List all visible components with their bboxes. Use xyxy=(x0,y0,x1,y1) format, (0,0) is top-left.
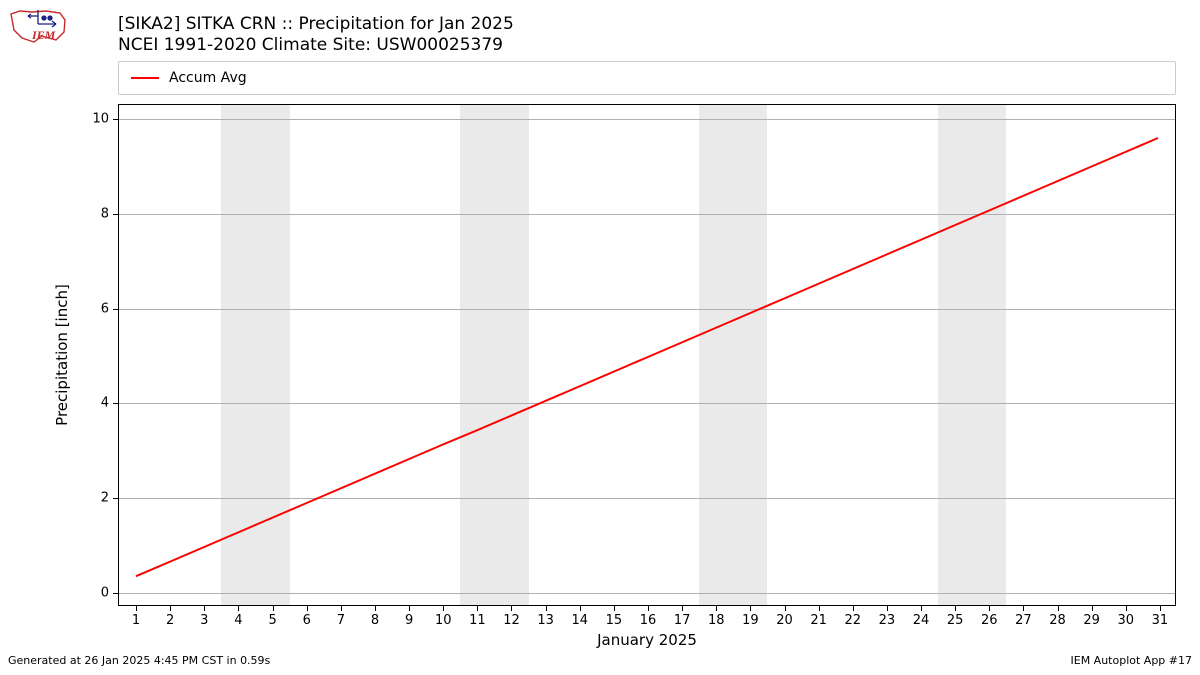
x-tick xyxy=(1023,605,1024,611)
x-tick-label: 23 xyxy=(879,613,896,628)
x-tick-label: 10 xyxy=(435,613,452,628)
x-tick-label: 20 xyxy=(776,613,793,628)
x-tick xyxy=(546,605,547,611)
x-tick-label: 6 xyxy=(303,613,311,628)
title-line1: [SIKA2] SITKA CRN :: Precipitation for J… xyxy=(118,14,514,35)
x-tick-label: 24 xyxy=(913,613,930,628)
x-tick xyxy=(853,605,854,611)
x-tick-label: 16 xyxy=(640,613,657,628)
x-tick xyxy=(887,605,888,611)
x-tick xyxy=(1058,605,1059,611)
x-tick xyxy=(273,605,274,611)
y-axis-label: Precipitation [inch] xyxy=(53,284,71,426)
x-tick-label: 11 xyxy=(469,613,486,628)
x-tick-label: 15 xyxy=(606,613,623,628)
x-tick xyxy=(614,605,615,611)
footer-generated: Generated at 26 Jan 2025 4:45 PM CST in … xyxy=(8,654,270,667)
x-tick-label: 19 xyxy=(742,613,759,628)
x-tick xyxy=(682,605,683,611)
x-tick xyxy=(648,605,649,611)
footer-app: IEM Autoplot App #17 xyxy=(1071,654,1193,667)
y-tick-label: 4 xyxy=(101,396,109,411)
legend-label: Accum Avg xyxy=(169,70,247,86)
x-tick xyxy=(989,605,990,611)
x-tick xyxy=(409,605,410,611)
x-tick xyxy=(921,605,922,611)
x-tick xyxy=(511,605,512,611)
svg-text:IEM: IEM xyxy=(31,28,56,42)
x-tick-label: 28 xyxy=(1049,613,1066,628)
y-tick-label: 8 xyxy=(101,206,109,221)
x-tick-label: 2 xyxy=(166,613,174,628)
title-line2: NCEI 1991-2020 Climate Site: USW00025379 xyxy=(118,35,514,56)
x-tick xyxy=(750,605,751,611)
x-tick-label: 27 xyxy=(1015,613,1032,628)
x-tick xyxy=(955,605,956,611)
x-tick-label: 1 xyxy=(132,613,140,628)
x-tick xyxy=(1160,605,1161,611)
x-tick-label: 12 xyxy=(503,613,520,628)
x-tick xyxy=(1092,605,1093,611)
y-tick-label: 2 xyxy=(101,491,109,506)
x-tick xyxy=(477,605,478,611)
x-tick-label: 17 xyxy=(674,613,691,628)
x-tick-label: 31 xyxy=(1152,613,1169,628)
y-tick-label: 6 xyxy=(101,301,109,316)
x-tick xyxy=(716,605,717,611)
x-tick-label: 22 xyxy=(844,613,861,628)
x-tick xyxy=(136,605,137,611)
x-tick-label: 30 xyxy=(1118,613,1135,628)
x-tick-label: 26 xyxy=(981,613,998,628)
x-tick-label: 9 xyxy=(405,613,413,628)
accum-avg-line xyxy=(136,138,1158,576)
x-tick-label: 25 xyxy=(947,613,964,628)
x-tick xyxy=(580,605,581,611)
x-tick-label: 18 xyxy=(708,613,725,628)
series-layer xyxy=(119,105,1175,605)
x-tick-label: 13 xyxy=(537,613,554,628)
x-tick xyxy=(443,605,444,611)
x-tick-label: 4 xyxy=(234,613,242,628)
x-tick xyxy=(170,605,171,611)
x-tick xyxy=(204,605,205,611)
x-tick-label: 7 xyxy=(337,613,345,628)
x-tick-label: 3 xyxy=(200,613,208,628)
y-tick-label: 10 xyxy=(92,112,109,127)
x-tick xyxy=(785,605,786,611)
x-tick xyxy=(375,605,376,611)
x-tick-label: 8 xyxy=(371,613,379,628)
x-tick xyxy=(819,605,820,611)
x-tick-label: 5 xyxy=(268,613,276,628)
y-tick-label: 0 xyxy=(101,585,109,600)
x-tick-label: 29 xyxy=(1083,613,1100,628)
x-tick-label: 21 xyxy=(810,613,827,628)
x-tick xyxy=(341,605,342,611)
chart-title: [SIKA2] SITKA CRN :: Precipitation for J… xyxy=(118,14,514,57)
x-axis-label: January 2025 xyxy=(597,631,697,649)
x-tick xyxy=(1126,605,1127,611)
x-tick xyxy=(238,605,239,611)
x-tick-label: 14 xyxy=(571,613,588,628)
x-tick xyxy=(307,605,308,611)
chart-plot-area: January 2025 024681012345678910111213141… xyxy=(118,104,1176,606)
legend: Accum Avg xyxy=(118,61,1176,95)
iem-logo: IEM xyxy=(8,8,68,50)
legend-swatch xyxy=(131,77,159,79)
